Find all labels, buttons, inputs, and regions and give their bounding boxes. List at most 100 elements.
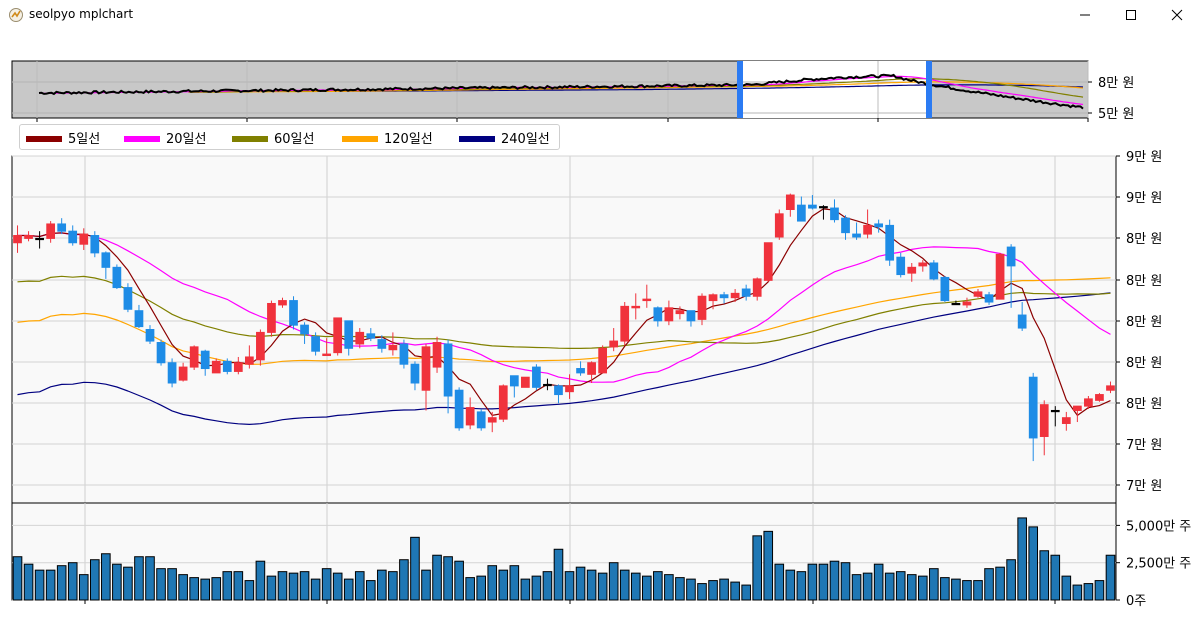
volume-bar[interactable]	[101, 553, 111, 601]
legend-item-ma60[interactable]: 60일선	[232, 128, 314, 147]
volume-bar[interactable]	[608, 562, 619, 601]
candle[interactable]	[554, 384, 563, 404]
volume-bar[interactable]	[244, 580, 255, 601]
candle[interactable]	[509, 375, 519, 398]
volume-bar[interactable]	[807, 563, 818, 601]
overview-window-marker-end[interactable]	[926, 61, 932, 118]
volume-bar[interactable]	[421, 569, 431, 601]
overview-window-marker-start[interactable]	[737, 61, 743, 118]
candle[interactable]	[1017, 302, 1027, 331]
candle[interactable]	[686, 310, 696, 327]
candle[interactable]	[984, 291, 994, 305]
candle[interactable]	[1050, 406, 1060, 427]
volume-bar[interactable]	[56, 565, 67, 601]
candle[interactable]	[421, 343, 431, 411]
candle[interactable]	[112, 264, 122, 290]
candle[interactable]	[300, 322, 309, 344]
volume-bar[interactable]	[752, 535, 763, 601]
candle[interactable]	[532, 364, 541, 391]
candle[interactable]	[24, 231, 33, 242]
candle[interactable]	[267, 300, 276, 337]
candle[interactable]	[1072, 405, 1082, 423]
candle[interactable]	[940, 276, 950, 303]
candle[interactable]	[487, 411, 497, 433]
candle[interactable]	[565, 374, 574, 399]
candle[interactable]	[355, 328, 365, 349]
candle[interactable]	[90, 231, 100, 258]
candle[interactable]	[200, 349, 210, 376]
candle[interactable]	[476, 409, 486, 431]
candle[interactable]	[774, 209, 784, 240]
volume-bar[interactable]	[78, 574, 89, 601]
volume-bar[interactable]	[1050, 554, 1061, 601]
candle[interactable]	[366, 328, 376, 342]
overview-selection[interactable]	[740, 61, 929, 118]
volume-bar[interactable]	[200, 578, 211, 601]
candle[interactable]	[907, 262, 917, 282]
candle[interactable]	[896, 252, 906, 278]
volume-bar[interactable]	[1072, 584, 1083, 601]
candle[interactable]	[1039, 400, 1049, 456]
candle[interactable]	[830, 199, 839, 223]
volume-bar[interactable]	[145, 556, 155, 601]
candle[interactable]	[918, 260, 928, 272]
volume-bar[interactable]	[45, 569, 56, 601]
volume-bar[interactable]	[697, 583, 707, 601]
candle[interactable]	[642, 284, 652, 308]
volume-bar[interactable]	[575, 566, 586, 601]
close-button[interactable]	[1154, 0, 1200, 30]
volume-bar[interactable]	[796, 571, 807, 601]
candle[interactable]	[178, 362, 188, 382]
volume-bar[interactable]	[255, 560, 266, 601]
volume-bar[interactable]	[89, 559, 100, 601]
volume-bar[interactable]	[597, 572, 608, 601]
volume-bar[interactable]	[454, 560, 464, 601]
candle[interactable]	[46, 221, 56, 243]
candle[interactable]	[631, 293, 641, 320]
volume-bar[interactable]	[664, 574, 674, 601]
volume-bar[interactable]	[321, 568, 332, 601]
volume-bar[interactable]	[730, 581, 740, 601]
candle[interactable]	[576, 361, 585, 376]
volume-bar[interactable]	[862, 572, 873, 601]
candle[interactable]	[1084, 396, 1093, 410]
volume-bar[interactable]	[211, 577, 222, 601]
volume-bar[interactable]	[23, 563, 34, 601]
candle[interactable]	[454, 387, 464, 431]
candle[interactable]	[344, 320, 354, 356]
volume-bar[interactable]	[310, 578, 321, 601]
candle[interactable]	[741, 284, 751, 301]
volume-bar[interactable]	[167, 568, 177, 601]
candle[interactable]	[388, 332, 398, 356]
maximize-button[interactable]	[1108, 0, 1154, 30]
volume-bar[interactable]	[619, 569, 630, 601]
volume-bar[interactable]	[498, 569, 509, 601]
volume-bar[interactable]	[67, 562, 78, 601]
candle[interactable]	[719, 291, 729, 304]
volume-bar[interactable]	[973, 580, 983, 601]
candle[interactable]	[498, 384, 508, 423]
candle[interactable]	[763, 242, 773, 282]
candle[interactable]	[156, 339, 166, 366]
volume-bar[interactable]	[509, 565, 520, 601]
candle[interactable]	[123, 283, 133, 313]
candle[interactable]	[752, 277, 762, 301]
volume-bar[interactable]	[940, 577, 950, 601]
volume-bar[interactable]	[917, 575, 928, 601]
candle[interactable]	[620, 302, 630, 346]
legend-item-ma120[interactable]: 120일선	[342, 128, 433, 147]
candle[interactable]	[841, 215, 850, 240]
volume-bar[interactable]	[962, 580, 972, 601]
candle[interactable]	[543, 378, 552, 391]
candle[interactable]	[189, 345, 199, 370]
candle[interactable]	[962, 297, 972, 308]
candle[interactable]	[233, 356, 243, 375]
candle[interactable]	[68, 225, 78, 246]
volume-bar[interactable]	[365, 580, 376, 601]
volume-bar[interactable]	[178, 574, 188, 601]
price-panel[interactable]	[11, 155, 1117, 504]
volume-bar[interactable]	[531, 575, 542, 601]
volume-bar[interactable]	[906, 574, 917, 601]
volume-bar[interactable]	[995, 566, 1005, 601]
candle[interactable]	[35, 231, 44, 249]
